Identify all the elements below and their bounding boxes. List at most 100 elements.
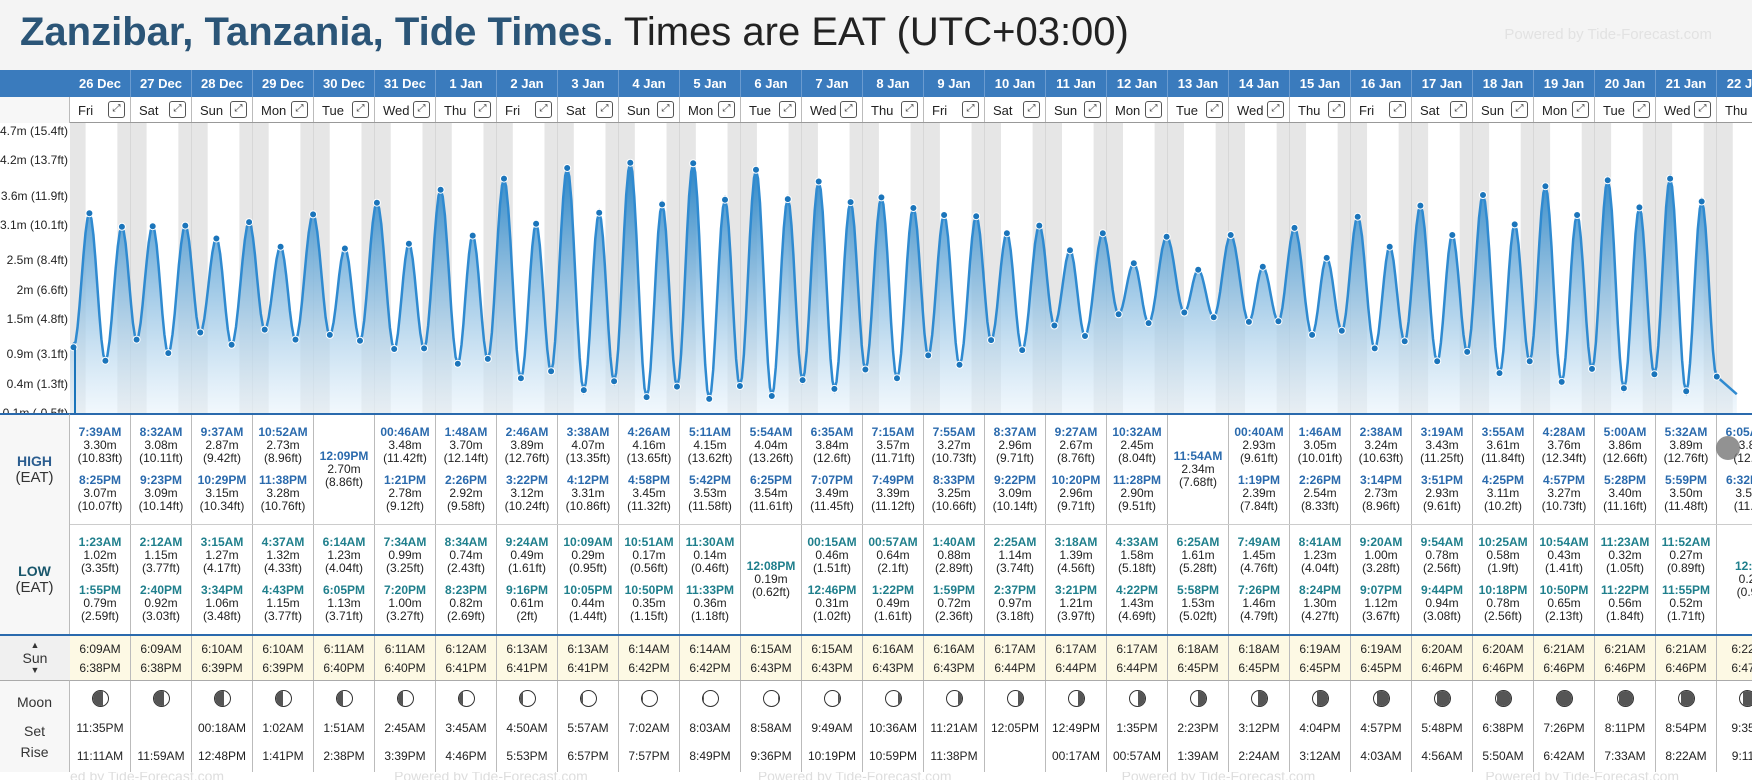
tide-time: 4:33AM — [1115, 534, 1159, 549]
tide-time: 1:55PM — [78, 583, 122, 598]
expand-icon[interactable]: ⤢ — [169, 101, 186, 118]
low-tide-point — [101, 356, 110, 365]
tide-height-m: 0.58m — [1486, 547, 1520, 562]
expand-icon[interactable]: ⤢ — [352, 101, 369, 118]
tide-height-ft: (12.6ft) — [812, 450, 851, 465]
expand-icon[interactable]: ⤢ — [901, 101, 918, 118]
tide-time: 4:43PM — [261, 583, 305, 598]
tide-height-ft: (1.44ft) — [568, 609, 607, 624]
date-cell: 12 Jan — [1107, 70, 1168, 97]
expand-icon[interactable]: ⤢ — [291, 101, 308, 118]
tide-height-ft: (4.69ft) — [1117, 609, 1156, 624]
tide-height-m: 2.54m — [1303, 486, 1337, 501]
expand-icon[interactable]: ⤢ — [413, 101, 430, 118]
expand-icon[interactable]: ⤢ — [1206, 101, 1223, 118]
tide-height-m: 3.50m — [1669, 486, 1703, 501]
tide-height-ft: (3.77ft) — [263, 609, 302, 624]
scroll-handle[interactable] — [1716, 436, 1740, 460]
expand-icon[interactable]: ⤢ — [535, 101, 552, 118]
low-tide-point — [1557, 377, 1566, 386]
high-tide-entry: 1:21PM 2.78m (9.12ft) — [384, 474, 426, 513]
tide-time: 4:28AM — [1542, 424, 1586, 439]
tide-height-ft: (11.6 — [1733, 499, 1752, 514]
high-tide-point — [940, 211, 949, 219]
page-title: Zanzibar, Tanzania, Tide Times. Times ar… — [20, 10, 1129, 55]
tide-height-m: 2.45m — [1120, 437, 1154, 452]
expand-icon[interactable]: ⤢ — [1145, 101, 1162, 118]
expand-icon[interactable]: ⤢ — [1694, 101, 1711, 118]
moonrise-time: 4:46PM — [445, 748, 487, 763]
expand-icon[interactable]: ⤢ — [474, 101, 491, 118]
low-tide-point — [642, 393, 651, 402]
low-tide-point — [1308, 330, 1317, 339]
expand-icon[interactable]: ⤢ — [1450, 101, 1467, 118]
low-tide-entry: 4:33AM 1.58m (5.18ft) — [1115, 534, 1159, 575]
tide-time: 9:44PM — [1420, 583, 1464, 598]
low-tide-entry: 7:20PM 1.00m (3.27ft) — [384, 584, 426, 623]
expand-icon[interactable]: ⤢ — [1633, 101, 1650, 118]
tide-height-m: 0.56m — [1608, 596, 1642, 611]
expand-icon[interactable]: ⤢ — [1328, 101, 1345, 118]
tide-height-ft: (10.73ft) — [931, 450, 977, 465]
weekday-cell: Sat ⤢ — [131, 97, 192, 122]
tide-height-m: 3.25m — [937, 486, 971, 501]
tide-time: 10:05PM — [563, 583, 613, 598]
high-tide-point — [148, 222, 157, 231]
moon-shade — [519, 691, 523, 707]
tide-height-m: 2.67m — [1059, 437, 1093, 452]
high-title: HIGH — [17, 453, 52, 470]
expand-icon[interactable]: ⤢ — [657, 101, 674, 118]
tide-time: 6:05PM — [322, 583, 366, 598]
high-tide-point — [85, 209, 94, 218]
moon-phase-icon — [884, 690, 902, 708]
high-tide-cell: 7:39AM 3.30m (10.83ft) 8:25PM 3.07m (10.07ft) — [70, 415, 131, 524]
expand-icon[interactable]: ⤢ — [1389, 101, 1406, 118]
high-tide-cell: 8:37AM 2.96m (9.71ft) 9:22PM 3.09m (10.14ft) — [985, 415, 1046, 524]
date-cell: 19 Jan — [1534, 70, 1595, 97]
sun-cell: 6:18AM 6:45PM — [1168, 636, 1229, 680]
expand-icon[interactable]: ⤢ — [1572, 101, 1589, 118]
weekday-cell: Sun ⤢ — [192, 97, 253, 122]
low-tide-point — [1144, 319, 1153, 328]
tide-height-m: 0.49m — [876, 596, 910, 611]
high-tide-cell: 6:05AM3.8(12.66:32PM3.56(11.6 — [1717, 415, 1752, 524]
moon-phase-icon — [1311, 690, 1329, 708]
tide-height-ft: (11.12ft) — [871, 499, 915, 514]
tide-time: 11:22PM — [1600, 583, 1650, 598]
moonrise-time: 11:59AM — [137, 748, 185, 763]
expand-icon[interactable]: ⤢ — [1511, 101, 1528, 118]
sun-cell: 6:10AM 6:39PM — [253, 636, 314, 680]
tide-height-m: 4.04m — [754, 437, 788, 452]
tide-height-ft: (11.45ft) — [810, 499, 854, 514]
sun-cell: 6:13AM 6:41PM — [558, 636, 619, 680]
expand-icon[interactable]: ⤢ — [1023, 101, 1040, 118]
sun-label[interactable]: ▲ Sun ▼ — [0, 634, 70, 680]
expand-icon[interactable]: ⤢ — [779, 101, 796, 118]
tide-time: 12:08PM — [746, 559, 796, 573]
expand-icon[interactable]: ⤢ — [1267, 101, 1284, 118]
tide-height-m: 3.07m — [83, 486, 117, 501]
high-tide-point — [626, 158, 635, 167]
tide-height-m: 3.43m — [1425, 437, 1459, 452]
low-tide-cell: 11:23AM 0.32m (1.05ft) 11:22PM 0.56m (1.84ft) — [1595, 525, 1656, 634]
moon-shade — [397, 691, 404, 707]
tide-time: 11:52AM — [1661, 534, 1711, 549]
low-tide-entry: 00:15AM 0.46m (1.51ft) — [807, 535, 856, 575]
sunset-time: 6:45PM — [1177, 660, 1219, 675]
tide-height-ft: (9.71ft) — [1056, 499, 1095, 514]
low-label: LOW (EAT) — [0, 525, 69, 635]
expand-icon[interactable]: ⤢ — [962, 101, 979, 118]
tide-time: 11:30AM — [685, 534, 735, 549]
expand-icon[interactable]: ⤢ — [718, 101, 735, 118]
expand-icon[interactable]: ⤢ — [230, 101, 247, 118]
tide-time: 2:38AM — [1359, 424, 1403, 439]
tide-height-m: 1.00m — [1364, 547, 1398, 562]
expand-icon[interactable]: ⤢ — [1084, 101, 1101, 118]
sun-cell: 6:09AM 6:38PM — [70, 636, 131, 680]
expand-icon[interactable]: ⤢ — [840, 101, 857, 118]
moonrise-time: 1:39AM — [1177, 748, 1219, 763]
date-cell: 26 Dec — [70, 70, 131, 97]
expand-icon[interactable]: ⤢ — [596, 101, 613, 118]
tide-time: 9:22PM — [993, 473, 1036, 488]
expand-icon[interactable]: ⤢ — [108, 101, 125, 118]
